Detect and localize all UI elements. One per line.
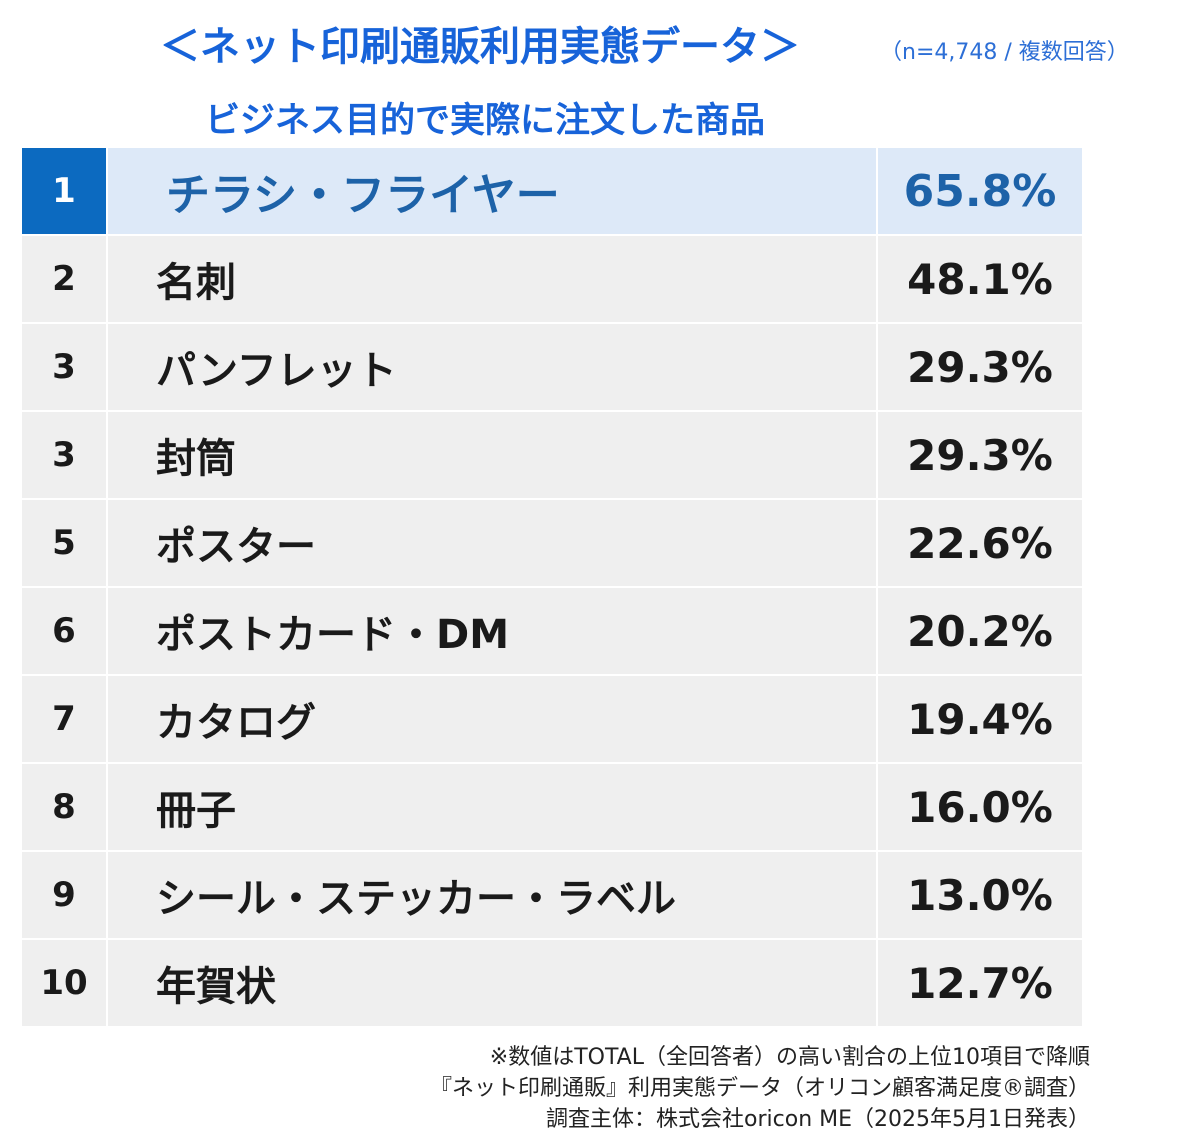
chart-title: ＜ネット印刷通販利用実態データ＞: [160, 24, 800, 70]
item-name: ポストカード・DM: [106, 586, 878, 676]
table-row: 10 年賀状 12.7%: [20, 938, 1084, 1028]
table-row: 9 シール・ステッカー・ラベル 13.0%: [20, 850, 1084, 940]
rank-number: 7: [20, 674, 108, 764]
percent-value: 65.8%: [876, 146, 1084, 236]
rank-number: 5: [20, 498, 108, 588]
percent-value: 48.1%: [876, 234, 1084, 324]
chart-subtitle: ビジネス目的で実際に注文した商品: [205, 101, 766, 141]
item-name: 年賀状: [106, 938, 878, 1028]
table-row: 2 名刺 48.1%: [20, 234, 1084, 324]
table-row: 3 封筒 29.3%: [20, 410, 1084, 500]
table-row: 5 ポスター 22.6%: [20, 498, 1084, 588]
footnote-sort-note: ※数値はTOTAL（全回答者）の高い割合の上位10項目で降順: [489, 1045, 1090, 1070]
rank-number: 8: [20, 762, 108, 852]
table-row: 1 チラシ・フライヤー 65.8%: [20, 146, 1084, 236]
item-name: ポスター: [106, 498, 878, 588]
item-name: シール・ステッカー・ラベル: [106, 850, 878, 940]
percent-value: 12.7%: [876, 938, 1084, 1028]
percent-value: 19.4%: [876, 674, 1084, 764]
percent-value: 29.3%: [876, 322, 1084, 412]
rank-number: 3: [20, 322, 108, 412]
percent-value: 16.0%: [876, 762, 1084, 852]
table-row: 7 カタログ 19.4%: [20, 674, 1084, 764]
item-name: パンフレット: [106, 322, 878, 412]
footnote-surveyor: 調査主体：株式会社oricon ME（2025年5月1日発表）: [546, 1107, 1090, 1132]
rank-number: 10: [20, 938, 108, 1028]
footnote-source: 『ネット印刷通販』利用実態データ（オリコン顧客満足度®調査）: [429, 1076, 1090, 1101]
item-name: チラシ・フライヤー: [106, 146, 878, 236]
percent-value: 29.3%: [876, 410, 1084, 500]
rank-number: 9: [20, 850, 108, 940]
ranking-table-body: 1 チラシ・フライヤー 65.8% 2 名刺 48.1% 3 パンフレット 29.3% 3 封筒 29…: [20, 146, 1084, 1028]
rank-number: 1: [20, 146, 108, 236]
item-name: 冊子: [106, 762, 878, 852]
item-name: 名刺: [106, 234, 878, 324]
sample-size-note: （n=4,748 / 複数回答）: [880, 40, 1129, 65]
ranking-table: 1 チラシ・フライヤー 65.8% 2 名刺 48.1% 3 パンフレット 29.3% 3 封筒 29…: [20, 146, 1084, 1028]
table-row: 3 パンフレット 29.3%: [20, 322, 1084, 412]
footnotes: ※数値はTOTAL（全回答者）の高い割合の上位10項目で降順 『ネット印刷通販』…: [430, 1042, 1090, 1135]
item-name: 封筒: [106, 410, 878, 500]
percent-value: 13.0%: [876, 850, 1084, 940]
percent-value: 22.6%: [876, 498, 1084, 588]
rank-number: 6: [20, 586, 108, 676]
rank-number: 2: [20, 234, 108, 324]
percent-value: 20.2%: [876, 586, 1084, 676]
rank-number: 3: [20, 410, 108, 500]
item-name: カタログ: [106, 674, 878, 764]
table-row: 6 ポストカード・DM 20.2%: [20, 586, 1084, 676]
table-row: 8 冊子 16.0%: [20, 762, 1084, 852]
